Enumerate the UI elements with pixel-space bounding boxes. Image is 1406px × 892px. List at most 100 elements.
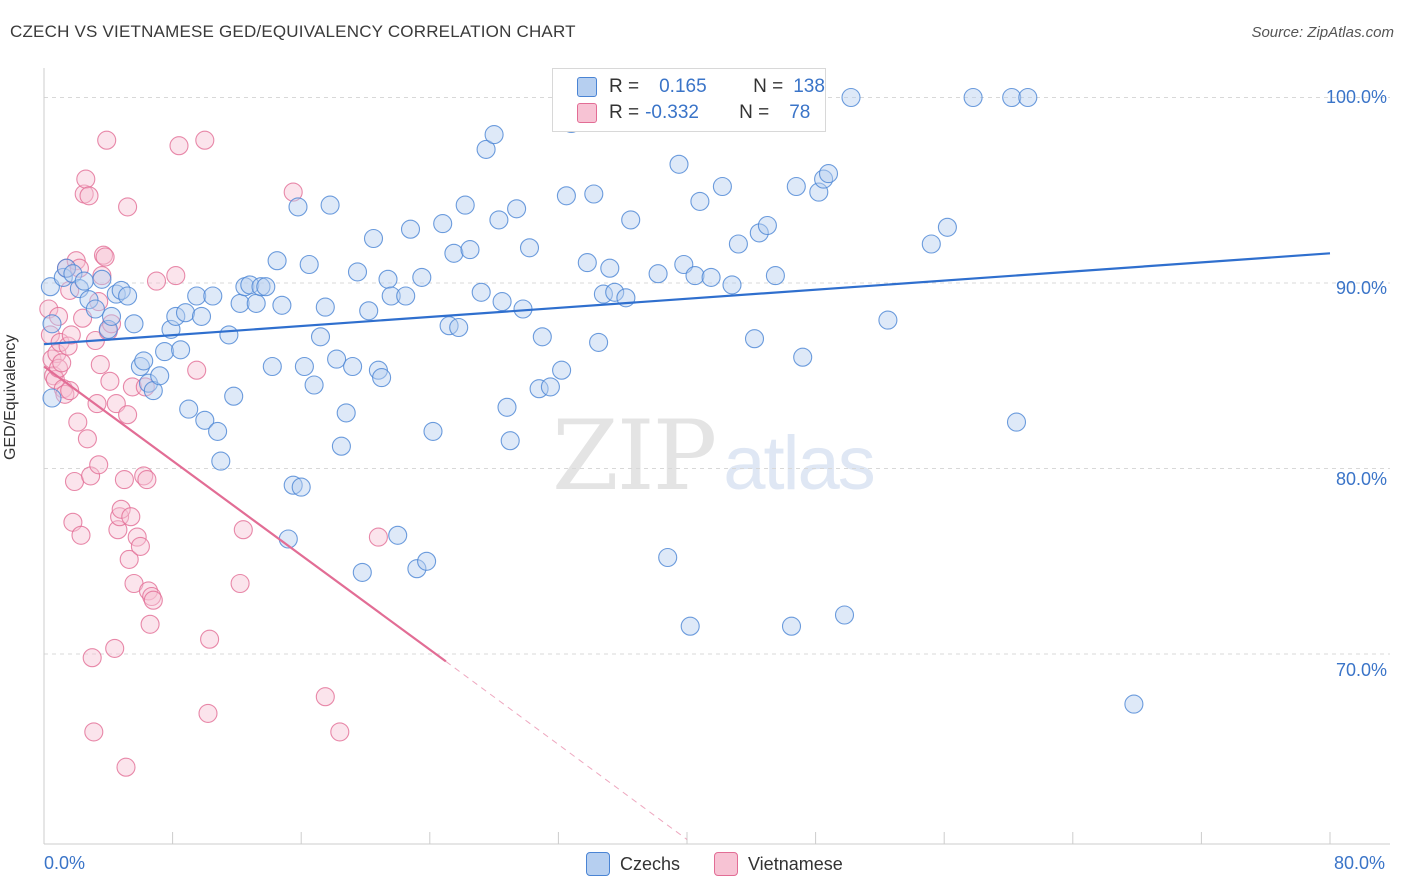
czech-point (134, 351, 154, 371)
czech-point (937, 217, 957, 237)
legend-item-vietnamese[interactable]: Vietnamese (714, 852, 843, 876)
vietnamese-point (121, 507, 141, 527)
czech-point (56, 258, 77, 278)
czech-point (230, 293, 250, 313)
czech-point (224, 386, 244, 406)
czech-point (42, 314, 62, 334)
czech-point (40, 277, 60, 297)
vietnamese-point (138, 581, 159, 601)
czech-point (577, 253, 597, 273)
vietnamese-swatch (577, 103, 597, 123)
czech-point (246, 293, 266, 313)
czech-point (396, 286, 416, 306)
czech-points (40, 87, 1144, 714)
zipatlas-watermark: ZIP atlas (552, 400, 876, 512)
czech-point (294, 356, 314, 377)
vietnamese-point (77, 429, 97, 449)
czech-point (786, 176, 806, 197)
vietnamese-point (315, 687, 335, 707)
czech-point (484, 125, 504, 145)
vietnamese-point (84, 722, 104, 742)
vietnamese-point (47, 343, 67, 364)
czechs-r-label: R = (609, 76, 640, 97)
czech-point (272, 295, 292, 315)
vietnamese-point (195, 130, 215, 150)
czech-point (262, 356, 282, 377)
czech-point (378, 269, 398, 289)
czech-point (85, 299, 105, 319)
czech-point (433, 214, 453, 234)
czech-point (793, 347, 813, 367)
czech-point (359, 301, 379, 321)
czech-point (728, 234, 748, 254)
czech-point (552, 360, 572, 380)
czech-point (921, 234, 941, 254)
vietnamese-point (52, 353, 72, 373)
vietnamese-point (146, 271, 167, 291)
czech-point (439, 316, 459, 336)
y-tick-100: 100.0% (1326, 87, 1388, 107)
vietnamese-point (68, 412, 88, 432)
vietnamese-point (187, 360, 207, 380)
czech-point (381, 286, 401, 306)
vietnamese-point (119, 549, 139, 569)
czech-point (74, 271, 94, 291)
czech-point (744, 329, 765, 349)
czech-point (331, 436, 351, 456)
czech-point (315, 297, 335, 317)
vietnamese-point (100, 371, 120, 391)
czech-point (1006, 412, 1027, 432)
czechs-legend-label: Czechs (620, 853, 681, 874)
czechs-swatch (577, 77, 597, 97)
czech-point (327, 349, 347, 369)
czech-point (540, 377, 560, 397)
vietnamese-point (283, 182, 303, 202)
czech-point (680, 616, 700, 636)
vietnamese-trend-line (43, 365, 447, 663)
czech-point (765, 266, 785, 286)
czech-point (1002, 87, 1022, 108)
vietnamese-point (89, 455, 109, 475)
czech-point (363, 228, 384, 249)
vietnamese-point (79, 186, 99, 206)
czech-point (336, 403, 356, 423)
chart-source: Source: ZipAtlas.com (1251, 24, 1394, 41)
czech-point (471, 282, 491, 302)
czech-point (310, 327, 331, 347)
czech-point (685, 266, 705, 286)
vietnamese-point (368, 527, 388, 547)
czech-point (175, 303, 196, 323)
czech-point (423, 421, 443, 441)
czech-point (92, 269, 112, 289)
vietnamese-trend-extension (445, 661, 688, 840)
watermark-zip: ZIP (552, 400, 717, 512)
czech-point (372, 368, 392, 388)
czech-point (600, 258, 620, 278)
czech-point (589, 332, 609, 352)
vietnamese-point (233, 520, 253, 540)
czech-point (251, 277, 271, 297)
legend-row-vietnamese: R = -0.332 N = 78 (577, 101, 810, 125)
legend-item-czechs[interactable]: Czechs (586, 852, 680, 876)
trend-lines (43, 252, 1331, 840)
vietnamese-point (137, 470, 157, 490)
czech-point (460, 240, 480, 260)
czech-point (489, 210, 509, 230)
vietnamese-point (110, 507, 130, 527)
czech-point (256, 277, 276, 297)
vietnamese-r-label: R = (609, 102, 640, 123)
vietnamese-point (118, 197, 138, 217)
czech-point (42, 388, 62, 408)
czech-point (288, 197, 308, 217)
czech-point (476, 139, 496, 159)
czech-point (388, 525, 408, 545)
vietnamese-point (169, 136, 189, 156)
czech-point (701, 267, 721, 287)
czech-point (658, 547, 678, 568)
czech-point (166, 306, 186, 326)
y-tick-80: 80.0% (1336, 469, 1388, 489)
czech-point (878, 310, 898, 330)
czech-point (621, 210, 641, 230)
vietnamese-point (81, 466, 101, 486)
czech-point (532, 327, 552, 347)
